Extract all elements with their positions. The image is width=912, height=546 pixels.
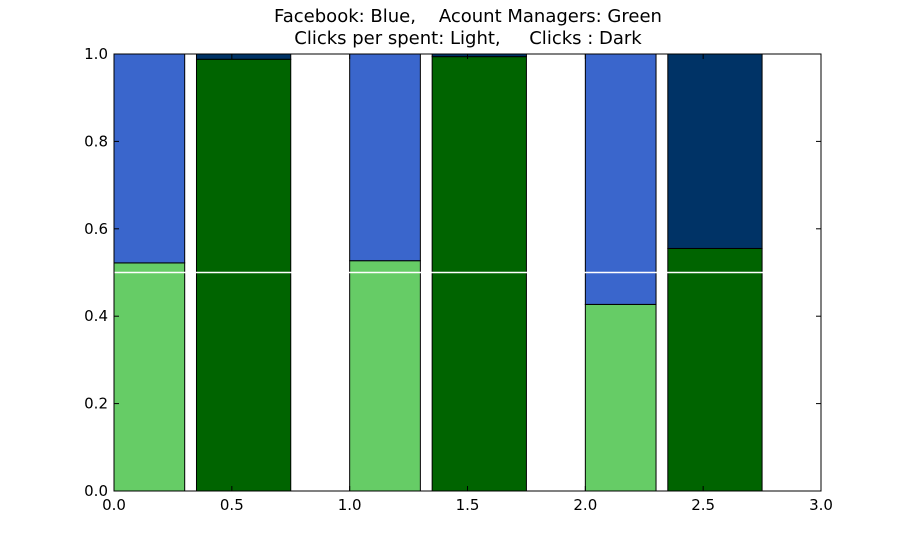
bar-5-segment-1	[667, 53, 763, 249]
x-axis-ticks: 0.0 0.5 1.0 1.5 2.0 2.5 3.0	[102, 54, 833, 514]
y-tick-label: 0.6	[84, 220, 108, 238]
x-tick-label: 0.0	[102, 496, 126, 514]
x-tick-label: 3.0	[809, 496, 833, 514]
y-tick-label: 0.4	[84, 307, 108, 325]
chart-title-line-1: Facebook: Blue, Acount Managers: Green	[274, 6, 662, 27]
y-tick-label: 0.0	[84, 482, 108, 500]
x-tick-label: 2.5	[691, 496, 715, 514]
bar-4-segment-1	[584, 53, 657, 305]
bar-5-segment-0	[667, 247, 763, 492]
y-tick-label: 0.2	[84, 395, 108, 413]
chart-title-line-2: Clicks per spent: Light, Clicks : Dark	[294, 28, 642, 49]
y-tick-label: 1.0	[84, 45, 108, 63]
x-tick-label: 1.5	[456, 496, 480, 514]
bar-0-segment-1	[113, 53, 186, 264]
bar-1-segment-1	[195, 53, 292, 60]
x-tick-label: 1.0	[338, 496, 362, 514]
x-tick-label: 0.5	[220, 496, 244, 514]
y-tick-label: 0.8	[84, 132, 108, 150]
bar-0-segment-0	[113, 262, 186, 492]
bar-2-segment-1	[349, 53, 421, 262]
y-axis-ticks: 0.0 0.2 0.4 0.6 0.8 1.0	[84, 45, 821, 500]
bar-2-segment-0	[349, 260, 421, 492]
bar-3-segment-0	[431, 56, 527, 492]
bar-1-segment-0	[195, 58, 292, 492]
x-tick-label: 2.0	[573, 496, 597, 514]
chart-title: Facebook: Blue, Acount Managers: Green C…	[0, 6, 912, 50]
bar-4-segment-0	[584, 303, 657, 492]
